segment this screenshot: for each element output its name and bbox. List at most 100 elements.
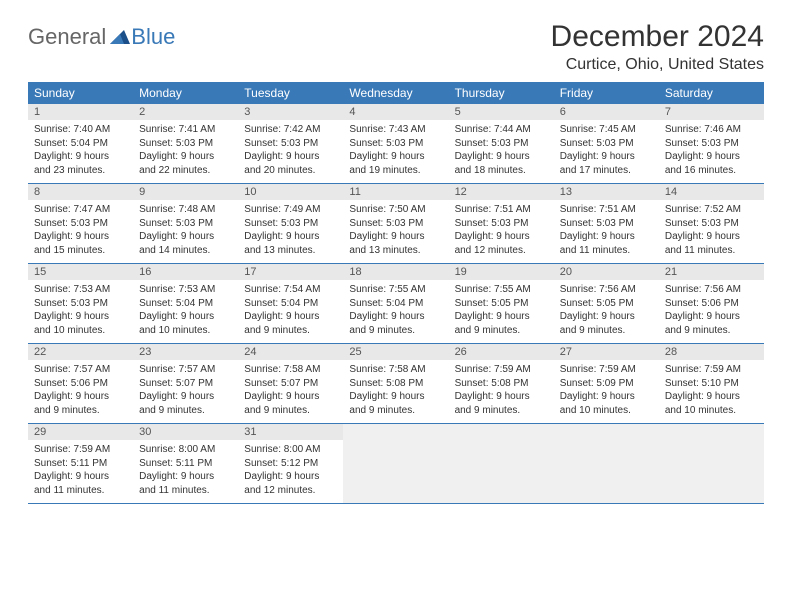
- day-number: 29: [28, 424, 133, 440]
- day-number: 21: [659, 264, 764, 280]
- day-number: 23: [133, 344, 238, 360]
- calendar-body: 1Sunrise: 7:40 AMSunset: 5:04 PMDaylight…: [28, 104, 764, 504]
- day-body: Sunrise: 8:00 AMSunset: 5:11 PMDaylight:…: [133, 440, 238, 503]
- day-number: 19: [449, 264, 554, 280]
- day-body: Sunrise: 7:59 AMSunset: 5:10 PMDaylight:…: [659, 360, 764, 423]
- day-cell: 2Sunrise: 7:41 AMSunset: 5:03 PMDaylight…: [133, 104, 238, 184]
- day-body: Sunrise: 7:55 AMSunset: 5:04 PMDaylight:…: [343, 280, 448, 343]
- day-cell: 29Sunrise: 7:59 AMSunset: 5:11 PMDayligh…: [28, 424, 133, 504]
- day-body: Sunrise: 7:58 AMSunset: 5:07 PMDaylight:…: [238, 360, 343, 423]
- day-body: Sunrise: 7:53 AMSunset: 5:04 PMDaylight:…: [133, 280, 238, 343]
- day-cell: 3Sunrise: 7:42 AMSunset: 5:03 PMDaylight…: [238, 104, 343, 184]
- day-number: 12: [449, 184, 554, 200]
- day-body: Sunrise: 7:43 AMSunset: 5:03 PMDaylight:…: [343, 120, 448, 183]
- day-body: Sunrise: 7:57 AMSunset: 5:07 PMDaylight:…: [133, 360, 238, 423]
- day-cell: 27Sunrise: 7:59 AMSunset: 5:09 PMDayligh…: [554, 344, 659, 424]
- day-cell: 30Sunrise: 8:00 AMSunset: 5:11 PMDayligh…: [133, 424, 238, 504]
- day-header: Sunday: [28, 82, 133, 104]
- day-cell: 25Sunrise: 7:58 AMSunset: 5:08 PMDayligh…: [343, 344, 448, 424]
- day-cell: 16Sunrise: 7:53 AMSunset: 5:04 PMDayligh…: [133, 264, 238, 344]
- day-number: 16: [133, 264, 238, 280]
- day-cell: 13Sunrise: 7:51 AMSunset: 5:03 PMDayligh…: [554, 184, 659, 264]
- day-number: 27: [554, 344, 659, 360]
- day-cell: 20Sunrise: 7:56 AMSunset: 5:05 PMDayligh…: [554, 264, 659, 344]
- day-number: 10: [238, 184, 343, 200]
- day-cell: 17Sunrise: 7:54 AMSunset: 5:04 PMDayligh…: [238, 264, 343, 344]
- day-cell: 26Sunrise: 7:59 AMSunset: 5:08 PMDayligh…: [449, 344, 554, 424]
- day-number: 17: [238, 264, 343, 280]
- day-number: 31: [238, 424, 343, 440]
- logo-triangle-icon: [110, 28, 130, 49]
- day-body: Sunrise: 7:59 AMSunset: 5:08 PMDaylight:…: [449, 360, 554, 423]
- day-header-row: SundayMondayTuesdayWednesdayThursdayFrid…: [28, 82, 764, 104]
- day-cell: 31Sunrise: 8:00 AMSunset: 5:12 PMDayligh…: [238, 424, 343, 504]
- calendar-week: 15Sunrise: 7:53 AMSunset: 5:03 PMDayligh…: [28, 264, 764, 344]
- calendar-week: 22Sunrise: 7:57 AMSunset: 5:06 PMDayligh…: [28, 344, 764, 424]
- day-number: 1: [28, 104, 133, 120]
- day-body: Sunrise: 7:56 AMSunset: 5:05 PMDaylight:…: [554, 280, 659, 343]
- day-cell: 14Sunrise: 7:52 AMSunset: 5:03 PMDayligh…: [659, 184, 764, 264]
- day-cell: 9Sunrise: 7:48 AMSunset: 5:03 PMDaylight…: [133, 184, 238, 264]
- day-body: Sunrise: 7:51 AMSunset: 5:03 PMDaylight:…: [554, 200, 659, 263]
- day-cell: 4Sunrise: 7:43 AMSunset: 5:03 PMDaylight…: [343, 104, 448, 184]
- day-cell: 28Sunrise: 7:59 AMSunset: 5:10 PMDayligh…: [659, 344, 764, 424]
- day-body: Sunrise: 7:47 AMSunset: 5:03 PMDaylight:…: [28, 200, 133, 263]
- day-body: Sunrise: 7:42 AMSunset: 5:03 PMDaylight:…: [238, 120, 343, 183]
- day-cell: [659, 424, 764, 504]
- day-number: 24: [238, 344, 343, 360]
- day-body: Sunrise: 7:54 AMSunset: 5:04 PMDaylight:…: [238, 280, 343, 343]
- day-number: 2: [133, 104, 238, 120]
- day-number: 20: [554, 264, 659, 280]
- day-number: 22: [28, 344, 133, 360]
- day-body: Sunrise: 7:44 AMSunset: 5:03 PMDaylight:…: [449, 120, 554, 183]
- calendar-week: 8Sunrise: 7:47 AMSunset: 5:03 PMDaylight…: [28, 184, 764, 264]
- day-cell: 21Sunrise: 7:56 AMSunset: 5:06 PMDayligh…: [659, 264, 764, 344]
- day-body: Sunrise: 7:59 AMSunset: 5:09 PMDaylight:…: [554, 360, 659, 423]
- day-cell: [449, 424, 554, 504]
- day-number: 14: [659, 184, 764, 200]
- day-number: 25: [343, 344, 448, 360]
- day-header: Thursday: [449, 82, 554, 104]
- logo-text-blue: Blue: [131, 24, 175, 50]
- day-body: Sunrise: 7:59 AMSunset: 5:11 PMDaylight:…: [28, 440, 133, 503]
- day-header: Monday: [133, 82, 238, 104]
- day-cell: 5Sunrise: 7:44 AMSunset: 5:03 PMDaylight…: [449, 104, 554, 184]
- day-cell: 8Sunrise: 7:47 AMSunset: 5:03 PMDaylight…: [28, 184, 133, 264]
- day-cell: 22Sunrise: 7:57 AMSunset: 5:06 PMDayligh…: [28, 344, 133, 424]
- header: General Blue December 2024 Curtice, Ohio…: [28, 20, 764, 74]
- day-body: Sunrise: 7:48 AMSunset: 5:03 PMDaylight:…: [133, 200, 238, 263]
- day-body: Sunrise: 7:55 AMSunset: 5:05 PMDaylight:…: [449, 280, 554, 343]
- day-number: 7: [659, 104, 764, 120]
- day-cell: 15Sunrise: 7:53 AMSunset: 5:03 PMDayligh…: [28, 264, 133, 344]
- day-number: 6: [554, 104, 659, 120]
- day-cell: 19Sunrise: 7:55 AMSunset: 5:05 PMDayligh…: [449, 264, 554, 344]
- logo: General Blue: [28, 24, 175, 50]
- day-cell: 24Sunrise: 7:58 AMSunset: 5:07 PMDayligh…: [238, 344, 343, 424]
- calendar-week: 1Sunrise: 7:40 AMSunset: 5:04 PMDaylight…: [28, 104, 764, 184]
- day-body: Sunrise: 7:40 AMSunset: 5:04 PMDaylight:…: [28, 120, 133, 183]
- day-header: Friday: [554, 82, 659, 104]
- logo-text-general: General: [28, 24, 106, 50]
- day-body: Sunrise: 7:50 AMSunset: 5:03 PMDaylight:…: [343, 200, 448, 263]
- day-number: 26: [449, 344, 554, 360]
- title-block: December 2024 Curtice, Ohio, United Stat…: [551, 20, 764, 74]
- day-header: Saturday: [659, 82, 764, 104]
- day-body: Sunrise: 8:00 AMSunset: 5:12 PMDaylight:…: [238, 440, 343, 503]
- day-body: Sunrise: 7:57 AMSunset: 5:06 PMDaylight:…: [28, 360, 133, 423]
- calendar-week: 29Sunrise: 7:59 AMSunset: 5:11 PMDayligh…: [28, 424, 764, 504]
- day-number: 13: [554, 184, 659, 200]
- day-number: 11: [343, 184, 448, 200]
- day-cell: 10Sunrise: 7:49 AMSunset: 5:03 PMDayligh…: [238, 184, 343, 264]
- day-cell: [554, 424, 659, 504]
- day-cell: 12Sunrise: 7:51 AMSunset: 5:03 PMDayligh…: [449, 184, 554, 264]
- day-number: 18: [343, 264, 448, 280]
- day-cell: [343, 424, 448, 504]
- day-cell: 18Sunrise: 7:55 AMSunset: 5:04 PMDayligh…: [343, 264, 448, 344]
- day-body: Sunrise: 7:51 AMSunset: 5:03 PMDaylight:…: [449, 200, 554, 263]
- month-title: December 2024: [551, 20, 764, 54]
- location: Curtice, Ohio, United States: [551, 56, 764, 74]
- day-number: 9: [133, 184, 238, 200]
- day-number: 5: [449, 104, 554, 120]
- day-cell: 1Sunrise: 7:40 AMSunset: 5:04 PMDaylight…: [28, 104, 133, 184]
- day-number: 30: [133, 424, 238, 440]
